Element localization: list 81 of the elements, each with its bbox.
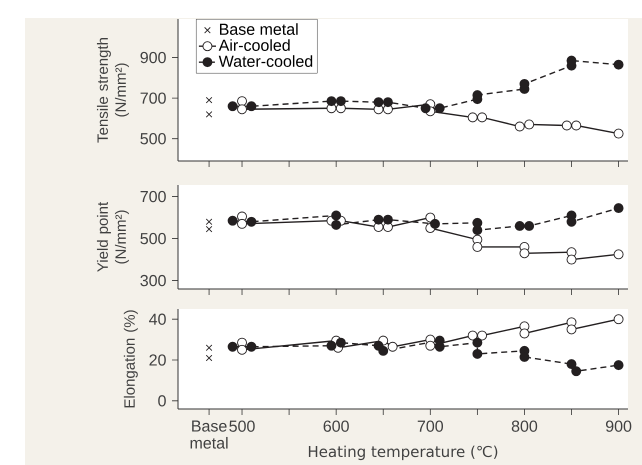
y-tick-label: 700	[140, 92, 166, 104]
point	[331, 210, 342, 220]
point	[382, 97, 393, 108]
y-tick-label: 700	[140, 190, 166, 202]
point	[566, 359, 576, 370]
point	[477, 112, 488, 122]
point	[425, 340, 436, 351]
point	[614, 128, 624, 139]
point	[468, 112, 478, 122]
point	[237, 344, 247, 355]
point	[246, 216, 256, 227]
point	[472, 242, 482, 252]
point	[614, 360, 624, 370]
point	[524, 221, 534, 231]
point	[420, 103, 431, 114]
point	[571, 366, 582, 376]
point	[468, 330, 478, 340]
y-axis-title: Elongation (%)	[124, 310, 138, 408]
x-tick-label: 600	[324, 420, 349, 432]
y-axis-title: Yield point (N/mm²)	[96, 202, 129, 272]
point	[228, 101, 238, 112]
point	[614, 60, 624, 70]
x-axis-title: Heating temperature (℃)	[308, 446, 498, 460]
point	[206, 218, 212, 226]
point	[571, 120, 582, 130]
point	[614, 203, 624, 214]
point	[388, 342, 398, 352]
point	[374, 214, 384, 225]
point	[246, 101, 256, 112]
point	[472, 225, 482, 236]
y-tick-label: 300	[140, 274, 166, 286]
point	[434, 103, 445, 114]
point	[514, 122, 525, 132]
point	[562, 120, 572, 130]
y-tick-label: 900	[140, 52, 166, 64]
point	[378, 346, 388, 356]
y-axis-title: Tensile strength (N/mm²)	[96, 38, 129, 143]
x-tick-label: 500	[229, 420, 255, 432]
y-tick-label: 20	[149, 354, 166, 366]
point	[336, 338, 346, 348]
point	[206, 226, 212, 232]
point	[206, 111, 212, 118]
point	[326, 96, 336, 106]
point	[228, 342, 238, 352]
point	[519, 328, 530, 338]
legend-label: Water-cooled	[218, 55, 312, 67]
point	[237, 218, 247, 229]
x-tick-label: 900	[606, 420, 632, 432]
point	[477, 330, 488, 340]
y-tick-label: 40	[149, 314, 166, 325]
point	[206, 344, 212, 352]
point	[614, 314, 624, 324]
point	[206, 96, 212, 104]
point	[382, 214, 393, 225]
point	[514, 221, 525, 231]
point	[331, 220, 342, 230]
point	[336, 96, 346, 106]
point	[566, 324, 576, 334]
y-tick-label: 500	[140, 232, 166, 244]
point	[472, 348, 482, 359]
point	[519, 248, 530, 258]
y-tick-label: 0	[158, 395, 166, 406]
point	[472, 338, 482, 348]
point	[237, 96, 247, 106]
point	[228, 216, 238, 226]
point	[614, 249, 624, 260]
x-tick-label: 800	[512, 420, 538, 432]
point	[430, 218, 440, 229]
point	[246, 342, 256, 352]
x-tick-label: 700	[418, 420, 444, 432]
x-tick-label: Base metal	[190, 420, 228, 449]
legend-label: Air-cooled	[218, 39, 290, 51]
point	[524, 120, 534, 130]
point	[237, 104, 247, 114]
point	[566, 254, 576, 265]
point	[326, 340, 336, 351]
point	[206, 354, 212, 362]
y-tick-label: 500	[140, 133, 166, 144]
point	[374, 97, 384, 108]
legend-label: Base metal	[220, 23, 298, 35]
point	[519, 352, 530, 362]
